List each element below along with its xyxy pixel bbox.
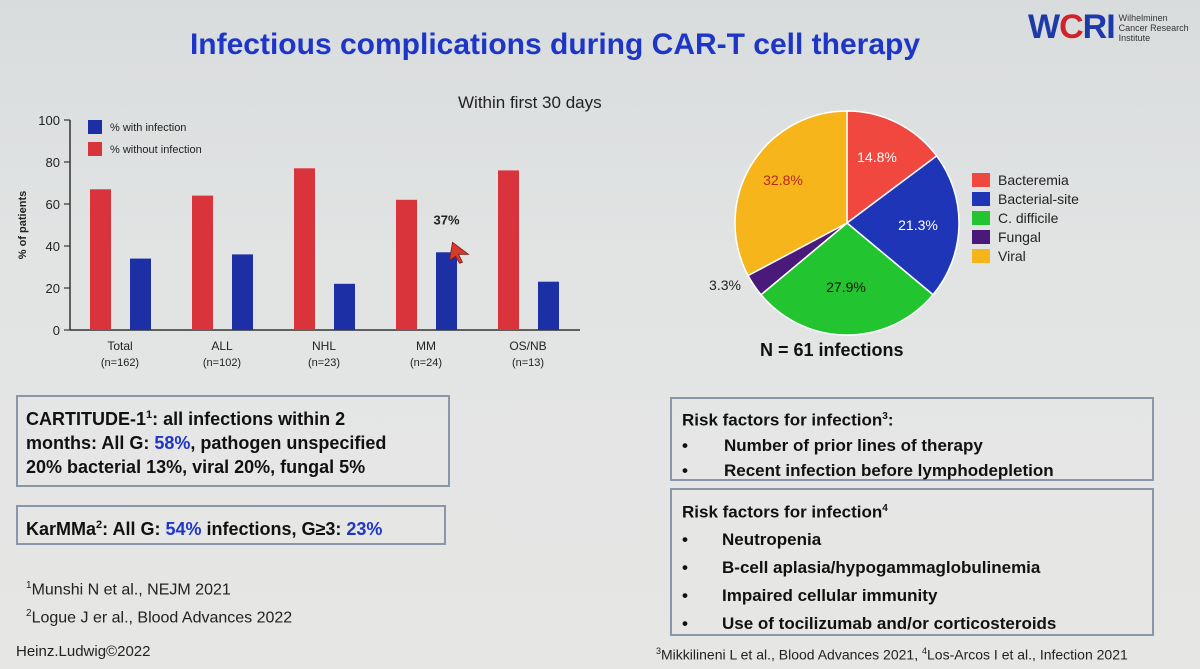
risk-factors-box-1: Risk factors for infection3: • Number of … bbox=[670, 397, 1154, 481]
pointer-cursor-icon bbox=[448, 241, 470, 264]
legend-swatch bbox=[972, 230, 990, 244]
bar-with-infection bbox=[334, 283, 355, 330]
pie-slice-viral bbox=[734, 110, 848, 277]
legend-label: Bacteremia bbox=[998, 172, 1069, 188]
pie-legend-item: Bacterial-site bbox=[972, 191, 1079, 207]
legend-label: % without infection bbox=[110, 144, 202, 156]
chart-subtitle: Within first 30 days bbox=[458, 93, 602, 112]
pie-value-label: 32.8% bbox=[763, 172, 803, 188]
list-item: • Number of prior lines of therapy bbox=[682, 435, 983, 455]
pie-legend-item: Fungal bbox=[972, 229, 1041, 245]
pie-value-label: 14.8% bbox=[857, 149, 897, 165]
bar-chart: 0 20 40 60 80 100 % of patients Total (n=162) ALL… bbox=[17, 113, 580, 369]
pie-legend-item: Viral bbox=[972, 248, 1026, 264]
x-tick-sublabel: (n=23) bbox=[308, 357, 340, 369]
x-tick-sublabel: (n=102) bbox=[203, 357, 241, 369]
risk-factors-box-2: Risk factors for infection4 • Neutropenia… bbox=[670, 488, 1154, 636]
karmma-box: KarMMa2: All G: 54% infections, G≥3: 23% bbox=[16, 505, 446, 545]
references: 1Munshi N et al., NEJM 2021 2Logue J er … bbox=[26, 580, 293, 627]
bar-with-infection bbox=[232, 254, 253, 330]
bar-without-infection bbox=[192, 195, 213, 330]
legend-swatch bbox=[972, 249, 990, 263]
legend-label: C. difficile bbox=[998, 210, 1059, 226]
legend-label: Viral bbox=[998, 248, 1026, 264]
y-axis-label: % of patients bbox=[17, 191, 29, 259]
y-tick-label: 80 bbox=[46, 155, 60, 170]
x-tick-label: MM bbox=[416, 339, 436, 353]
logo-text: Wilhelminen Cancer Research Institute bbox=[1118, 12, 1189, 43]
legend-swatch bbox=[88, 142, 102, 156]
list-item: • Neutropenia bbox=[682, 529, 822, 549]
credit: Heinz.Ludwig©2022 bbox=[16, 643, 151, 660]
legend-label: % with infection bbox=[110, 122, 186, 134]
bar-without-infection bbox=[90, 189, 111, 330]
bar-with-infection bbox=[436, 252, 457, 330]
y-tick-label: 60 bbox=[46, 197, 60, 212]
pie-value-label: 3.3% bbox=[709, 277, 741, 293]
bar-without-infection bbox=[396, 199, 417, 330]
bar-annotation: 37% bbox=[433, 212, 459, 227]
legend-swatch bbox=[972, 173, 990, 187]
wcri-logo: WCRI Wilhelminen Cancer Research Institute bbox=[1028, 8, 1189, 47]
y-tick-label: 100 bbox=[38, 113, 60, 128]
x-tick-sublabel: (n=24) bbox=[410, 357, 442, 369]
bar-with-infection bbox=[538, 281, 559, 330]
pie-value-label: 27.9% bbox=[826, 279, 866, 295]
list-item: • Use of tocilizumab and/or corticosteroi… bbox=[682, 613, 1057, 633]
x-tick-label: Total bbox=[107, 339, 132, 353]
pie-legend-item: Bacteremia bbox=[972, 172, 1069, 188]
slide-title: Infectious complications during CAR-T ce… bbox=[189, 28, 921, 61]
x-tick-label: ALL bbox=[211, 339, 233, 353]
pie-slice-c-difficile bbox=[759, 222, 935, 336]
pie-chart: 14.8% 21.3% 27.9% 3.3% 32.8% bbox=[709, 110, 960, 336]
y-tick-label: 40 bbox=[46, 239, 60, 254]
legend-swatch bbox=[88, 120, 102, 134]
list-item: • Recent infection before lymphodepletion bbox=[682, 460, 1054, 480]
y-tick-label: 20 bbox=[46, 281, 60, 296]
list-item: • Impaired cellular immunity bbox=[682, 585, 938, 605]
list-item: • B-cell aplasia/hypogammaglobulinemia bbox=[682, 557, 1041, 577]
bar-without-infection bbox=[294, 168, 315, 330]
pie-total-note: N = 61 infections bbox=[760, 340, 904, 360]
legend-swatch bbox=[972, 211, 990, 225]
x-tick-label: OS/NB bbox=[509, 339, 546, 353]
pie-slice-bacterial-site bbox=[845, 154, 960, 296]
footnote: 3Mikkilineni L et al., Blood Advances 20… bbox=[656, 646, 1128, 663]
x-tick-sublabel: (n=13) bbox=[512, 357, 544, 369]
y-tick-label: 0 bbox=[53, 323, 60, 338]
pie-slice-bacteremia bbox=[846, 110, 938, 225]
legend-swatch bbox=[972, 192, 990, 206]
bar-without-infection bbox=[498, 170, 519, 330]
cartitude-box: CARTITUDE-11: all infections within 2 mo… bbox=[16, 395, 450, 487]
pie-legend-item: C. difficile bbox=[972, 210, 1058, 226]
legend-label: Bacterial-site bbox=[998, 191, 1079, 207]
legend-label: Fungal bbox=[998, 229, 1041, 245]
logo-mark: WCRI bbox=[1028, 8, 1116, 46]
x-tick-label: NHL bbox=[312, 339, 336, 353]
x-tick-sublabel: (n=162) bbox=[101, 357, 139, 369]
bar-with-infection bbox=[130, 258, 151, 330]
pie-value-label: 21.3% bbox=[898, 217, 938, 233]
